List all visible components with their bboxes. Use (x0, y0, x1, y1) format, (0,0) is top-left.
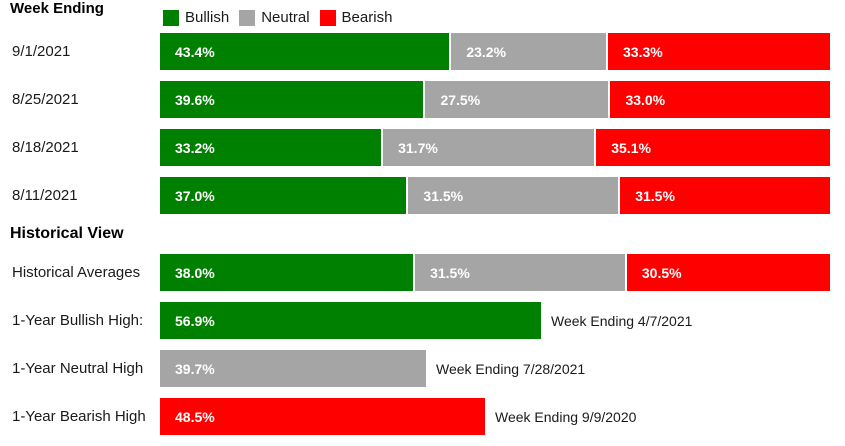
bar-segment-neutral: 23.2% (451, 33, 606, 70)
row-label: 9/1/2021 (12, 43, 71, 60)
bar-value-label: 39.6% (175, 91, 215, 108)
chart-row: 1-Year Bullish High: 56.9% Week Ending 4/7… (0, 302, 845, 339)
bar-value-label: 27.5% (440, 91, 481, 108)
bar-segment-bullish: 38.0% (160, 254, 414, 291)
bar-annotation: Week Ending 9/9/2020 (495, 408, 637, 425)
bar-value-label: 33.2% (175, 139, 215, 156)
bar-segment-neutral: 39.7% (160, 350, 426, 387)
stacked-bar: 43.4% 23.2% 33.3% (160, 33, 830, 70)
bar-value-label: 33.0% (625, 91, 666, 108)
bar-segment-bearish: 31.5% (620, 177, 831, 214)
bar-segment-neutral: 31.5% (408, 177, 619, 214)
bar-segment-bullish: 56.9% (160, 302, 541, 339)
row-label: 1-Year Bearish High (12, 408, 146, 425)
bar-segment-bearish: 30.5% (626, 254, 830, 291)
row-label: 1-Year Neutral High (12, 360, 144, 377)
historical-rows-section: Historical Averages 38.0% 31.5% 30.5% 1-Year… (0, 254, 845, 435)
legend-label: Bearish (341, 9, 393, 26)
bar-segment-bullish: 37.0% (160, 177, 407, 214)
chart-title: Week Ending (10, 0, 104, 17)
bar-value-label: 43.4% (175, 43, 215, 60)
bar-annotation: Week Ending 4/7/2021 (551, 312, 693, 329)
bar-segment-bearish: 33.3% (608, 33, 830, 70)
single-bar: 56.9% Week Ending 4/7/2021 (160, 302, 692, 339)
legend-item-bullish: Bullish (163, 9, 229, 26)
bar-value-label: 33.3% (623, 43, 663, 60)
bar-segment-bearish: 33.0% (610, 81, 830, 118)
bar-value-label: 39.7% (175, 360, 215, 377)
chart-row: 1-Year Neutral High 39.7% Week Ending 7/28… (0, 350, 845, 387)
bar-segment-neutral: 31.5% (415, 254, 625, 291)
stacked-bar: 37.0% 31.5% 31.5% (160, 177, 831, 214)
legend-label: Neutral (261, 9, 310, 26)
single-bar: 48.5% Week Ending 9/9/2020 (160, 398, 636, 435)
chart-header: Week Ending Bullish Neutral Bearish (0, 0, 845, 33)
bar-value-label: 37.0% (175, 187, 215, 204)
chart-row: 8/25/2021 39.6% 27.5% 33.0% (0, 81, 845, 118)
chart-row: 8/11/2021 37.0% 31.5% 31.5% (0, 177, 845, 214)
single-bar: 39.7% Week Ending 7/28/2021 (160, 350, 585, 387)
bar-segment-neutral: 31.7% (383, 129, 595, 166)
bar-value-label: 31.5% (430, 264, 470, 281)
bar-value-label: 38.0% (175, 264, 215, 281)
bar-value-label: 23.2% (466, 43, 507, 60)
bar-value-label: 48.5% (175, 408, 215, 425)
stacked-bar: 39.6% 27.5% 33.0% (160, 81, 830, 118)
bar-annotation: Week Ending 7/28/2021 (436, 360, 586, 377)
historical-section-heading: Historical View (10, 225, 124, 242)
bar-segment-bearish: 35.1% (596, 129, 830, 166)
bar-value-label: 31.5% (635, 187, 675, 204)
bar-segment-bullish: 39.6% (160, 81, 424, 118)
legend-item-bearish: Bearish (319, 9, 393, 26)
row-label: 8/18/2021 (12, 139, 79, 156)
chart-row: 9/1/2021 43.4% 23.2% 33.3% (0, 33, 845, 70)
row-label: 1-Year Bullish High: (12, 312, 144, 329)
legend-swatch-bullish (163, 9, 179, 26)
legend-swatch-neutral (239, 9, 256, 26)
legend-label: Bullish (185, 9, 230, 26)
weekly-rows-section: 9/1/2021 43.4% 23.2% 33.3% 8/25/2021 39.6% 27.… (0, 33, 845, 214)
legend-item-neutral: Neutral (239, 9, 310, 26)
stacked-bar: 33.2% 31.7% 35.1% (160, 129, 830, 166)
row-label: 8/11/2021 (12, 187, 78, 204)
bar-value-label: 56.9% (175, 312, 215, 329)
chart-row: 8/18/2021 33.2% 31.7% 35.1% (0, 129, 845, 166)
stacked-bar: 38.0% 31.5% 30.5% (160, 254, 830, 291)
row-label: 8/25/2021 (12, 91, 79, 108)
chart-row: 1-Year Bearish High 48.5% Week Ending 9/9/… (0, 398, 845, 435)
bar-segment-neutral: 27.5% (425, 81, 609, 118)
bar-value-label: 30.5% (641, 264, 682, 281)
bar-value-label: 31.7% (398, 139, 438, 156)
bar-value-label: 31.5% (423, 187, 464, 204)
bar-segment-bearish: 48.5% (160, 398, 485, 435)
bar-segment-bullish: 43.4% (160, 33, 450, 70)
legend-swatch-bearish (319, 9, 336, 26)
bar-value-label: 35.1% (611, 139, 651, 156)
legend: Bullish Neutral Bearish (163, 9, 402, 26)
bar-segment-bullish: 33.2% (160, 129, 382, 166)
chart-row: Historical Averages 38.0% 31.5% 30.5% (0, 254, 845, 291)
row-label: Historical Averages (12, 264, 141, 281)
